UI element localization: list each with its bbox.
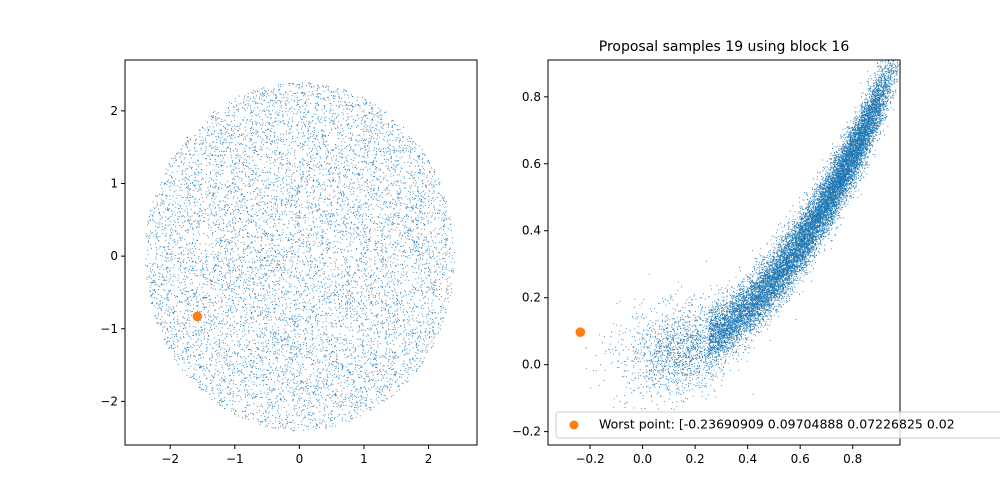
x-tick-label: 2 xyxy=(425,452,433,466)
right-axes-frame xyxy=(547,59,901,446)
legend-marker xyxy=(569,420,579,430)
y-tick-label: 0.2 xyxy=(522,291,541,305)
y-tick-label: −2 xyxy=(100,394,118,408)
y-tick-label: 2 xyxy=(110,104,118,118)
x-tick-label: 0.6 xyxy=(791,452,810,466)
right-scatter-plot: Proposal samples 19 using block 16 −0.2 0… xyxy=(512,39,1000,466)
y-tick-label: 0.0 xyxy=(522,358,541,372)
x-tick-label: −0.2 xyxy=(575,452,604,466)
worst-point-marker xyxy=(575,327,586,337)
right-x-ticks: −0.2 0.0 0.2 0.4 0.6 0.8 xyxy=(575,445,862,466)
y-tick-label: 0 xyxy=(110,249,118,263)
x-tick-label: 0.4 xyxy=(738,452,757,466)
left-scatter-plot: −2 −1 0 1 2 −2 −1 0 1 2 xyxy=(100,59,478,466)
right-plot-title: Proposal samples 19 using block 16 xyxy=(599,39,850,55)
left-x-ticks: −2 −1 0 1 2 xyxy=(161,445,432,466)
left-axes-frame xyxy=(124,59,478,446)
y-tick-label: −0.2 xyxy=(512,425,541,439)
worst-point-marker xyxy=(192,311,203,322)
legend-label: Worst point: [-0.23690909 0.09704888 0.0… xyxy=(599,417,955,432)
left-worst-point-layer xyxy=(192,311,203,322)
x-tick-label: 0.0 xyxy=(633,452,652,466)
x-tick-label: −1 xyxy=(226,452,244,466)
y-tick-label: 0.6 xyxy=(522,157,541,171)
y-tick-label: −1 xyxy=(100,322,118,336)
left-y-ticks: −2 −1 0 1 2 xyxy=(100,104,125,408)
legend-box xyxy=(555,411,1000,439)
sample-points xyxy=(145,82,456,432)
y-tick-label: 0.8 xyxy=(522,90,541,104)
left-sample-cloud xyxy=(145,82,456,432)
x-tick-label: 0.8 xyxy=(843,452,862,466)
right-worst-point-layer xyxy=(575,327,586,337)
right-y-ticks: −0.2 0.0 0.2 0.4 0.6 0.8 xyxy=(512,90,548,439)
y-tick-label: 0.4 xyxy=(522,224,541,238)
x-tick-label: 0 xyxy=(296,452,304,466)
x-tick-label: 0.2 xyxy=(686,452,705,466)
x-tick-label: −2 xyxy=(161,452,179,466)
x-tick-label: 1 xyxy=(360,452,368,466)
right-legend: Worst point: [-0.23690909 0.09704888 0.0… xyxy=(555,411,1000,439)
y-tick-label: 1 xyxy=(110,176,118,190)
